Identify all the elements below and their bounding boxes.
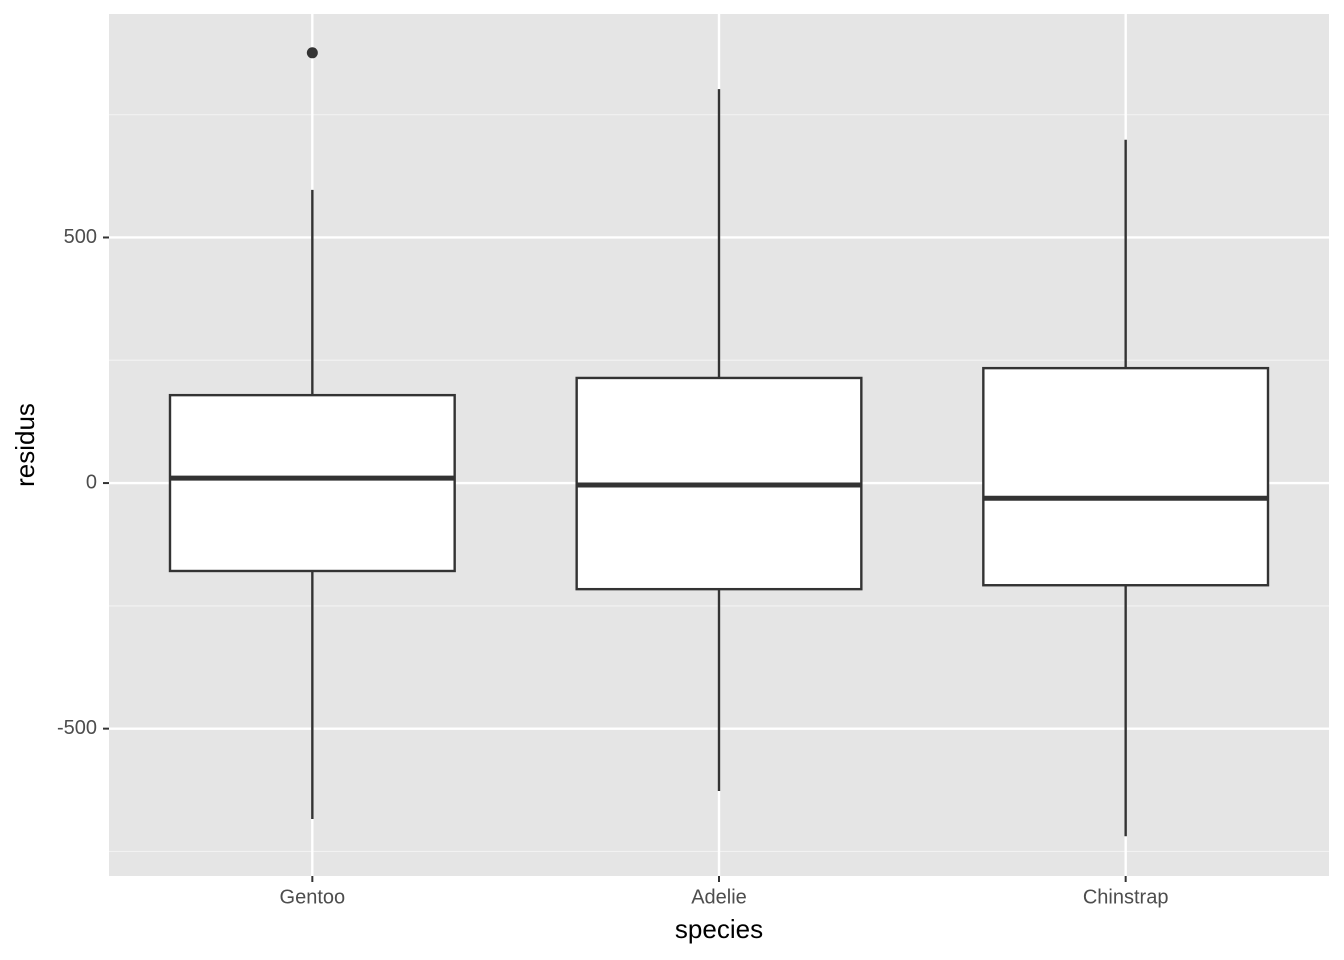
x-tick-label: Chinstrap: [1083, 886, 1169, 908]
outlier: [306, 47, 318, 59]
y-tick-label: 500: [64, 226, 97, 248]
x-tick-label: Adelie: [691, 886, 747, 908]
y-axis-title: residus: [10, 403, 40, 487]
x-tick-label: Gentoo: [280, 886, 346, 908]
x-axis-title: species: [675, 914, 763, 944]
y-tick-label: 0: [86, 471, 97, 493]
box: [982, 366, 1270, 587]
y-tick-label: -500: [57, 717, 97, 739]
box: [168, 393, 456, 573]
